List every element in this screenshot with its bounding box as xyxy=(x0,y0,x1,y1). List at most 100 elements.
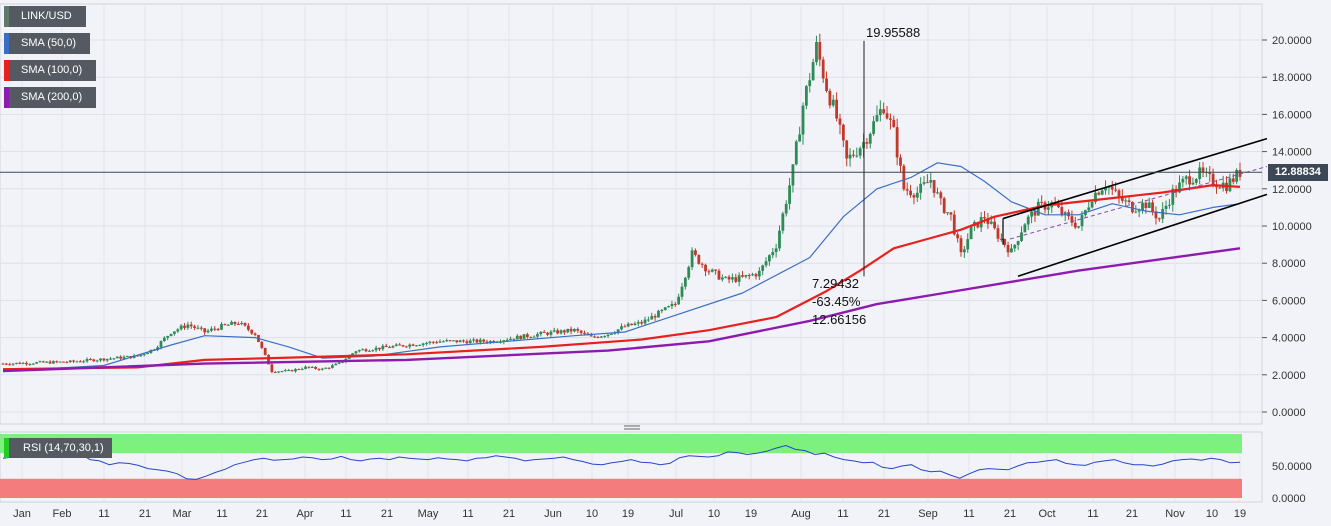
candle-body xyxy=(744,275,748,277)
candle-body xyxy=(687,267,691,278)
x-tick-label: Nov xyxy=(1165,508,1185,520)
candle-body xyxy=(41,361,45,363)
x-tick-label: 21 xyxy=(878,508,890,520)
candle-body xyxy=(878,109,882,116)
candle-body xyxy=(1137,210,1141,212)
candle-body xyxy=(378,347,381,350)
candle-body xyxy=(636,322,640,324)
candle-body xyxy=(1094,192,1097,203)
candle-body xyxy=(741,275,744,277)
annotation-low: 7.29432 xyxy=(812,276,859,291)
candle-body xyxy=(213,328,217,330)
channel-lower-line xyxy=(1017,193,1268,277)
candle-body xyxy=(1020,232,1023,242)
candle-body xyxy=(1090,202,1094,208)
candle-body xyxy=(115,356,119,359)
rsi-tick-label: 0.0000 xyxy=(1272,493,1306,505)
legend-sma200[interactable]: SMA (200,0) xyxy=(4,87,96,108)
legend-pair[interactable]: LINK/USD xyxy=(4,6,86,27)
legend-sma50[interactable]: SMA (50,0) xyxy=(4,33,90,54)
y-tick-label: 4.0000 xyxy=(1272,333,1306,345)
candle-body xyxy=(579,330,583,333)
candle-body xyxy=(610,333,613,335)
candle-body xyxy=(569,328,573,332)
candle-body xyxy=(371,350,375,352)
candle-body xyxy=(552,330,556,332)
candle-body xyxy=(92,359,96,362)
candle-body xyxy=(801,105,805,135)
candle-body xyxy=(818,41,822,60)
candle-body xyxy=(193,326,197,328)
candle-body xyxy=(240,322,244,325)
x-tick-label: Apr xyxy=(296,508,313,520)
candle-body xyxy=(99,358,102,361)
candle-body xyxy=(1218,187,1222,189)
candle-body xyxy=(176,329,180,332)
candle-body xyxy=(317,368,321,370)
candle-body xyxy=(694,250,697,255)
candle-body xyxy=(562,330,566,333)
candle-body xyxy=(45,361,49,363)
candle-body xyxy=(858,148,862,156)
candle-body xyxy=(1063,212,1067,215)
x-tick-label: 21 xyxy=(256,508,268,520)
candle-body xyxy=(1201,167,1205,173)
candle-body xyxy=(942,198,946,213)
candle-body xyxy=(962,249,966,253)
candle-body xyxy=(105,358,109,361)
candle-body xyxy=(300,368,304,370)
candle-body xyxy=(549,331,553,335)
candle-body xyxy=(230,321,233,325)
candle-body xyxy=(952,214,956,235)
candle-body xyxy=(599,336,603,338)
candle-body xyxy=(710,269,714,272)
candle-body xyxy=(68,360,72,363)
y-tick-label: 10.0000 xyxy=(1272,221,1312,233)
legend-sma100[interactable]: SMA (100,0) xyxy=(4,60,96,81)
y-tick-label: 2.0000 xyxy=(1272,370,1306,382)
candle-body xyxy=(1194,179,1198,183)
candle-body xyxy=(196,327,200,329)
candle-body xyxy=(85,359,89,362)
candle-body xyxy=(307,366,311,368)
candle-body xyxy=(882,109,886,114)
candle-body xyxy=(445,340,449,342)
legend-rsi[interactable]: RSI (14,70,30,1) xyxy=(4,438,112,458)
candle-body xyxy=(78,361,82,363)
candle-body xyxy=(1023,224,1027,233)
candle-body xyxy=(1171,188,1175,205)
y-tick-label: 0.0000 xyxy=(1272,407,1306,419)
candle-body xyxy=(798,134,802,142)
candle-body xyxy=(435,342,439,344)
candle-body xyxy=(714,269,718,271)
candle-body xyxy=(310,366,314,368)
candle-body xyxy=(425,342,428,344)
candle-body xyxy=(794,141,798,165)
candle-body xyxy=(25,362,28,365)
candle-body xyxy=(189,324,193,327)
annotation-diff: 12.66156 xyxy=(812,312,866,327)
candle-body xyxy=(734,277,738,282)
candle-body xyxy=(1144,202,1148,208)
candle-body xyxy=(203,328,207,333)
candle-body xyxy=(576,328,580,331)
candle-body xyxy=(119,356,123,359)
candle-body xyxy=(465,341,469,344)
x-tick-label: 21 xyxy=(139,508,151,520)
x-tick-label: 11 xyxy=(98,508,109,520)
candle-body xyxy=(1161,208,1165,219)
candle-body xyxy=(351,353,354,356)
candle-body xyxy=(162,337,166,342)
candle-body xyxy=(28,363,32,365)
candle-body xyxy=(603,336,607,338)
candle-body xyxy=(855,155,859,157)
candle-body xyxy=(532,336,536,338)
candle-body xyxy=(1110,186,1114,190)
candle-body xyxy=(804,86,808,106)
legend-sma100-label: SMA (100,0) xyxy=(21,64,83,76)
candle-body xyxy=(246,325,250,330)
candle-body xyxy=(223,324,227,326)
x-tick-label: 19 xyxy=(1234,508,1246,520)
candle-body xyxy=(15,362,18,364)
candle-body xyxy=(136,355,139,357)
